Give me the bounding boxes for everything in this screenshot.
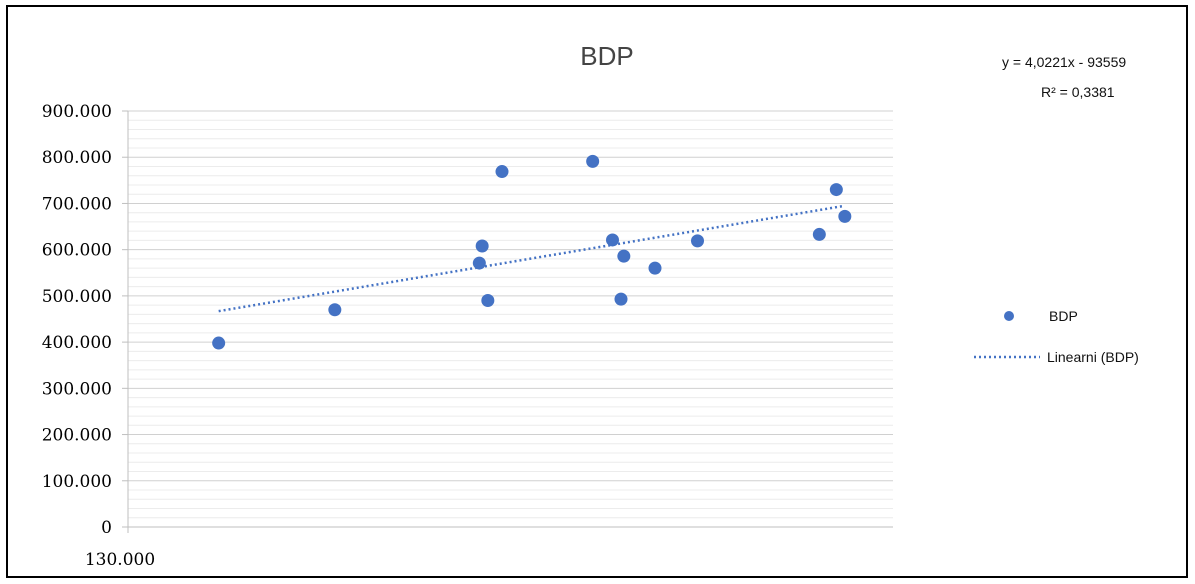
y-tick-label: 500.000 xyxy=(42,287,112,307)
data-point xyxy=(475,239,489,253)
data-point xyxy=(614,292,628,306)
data-point xyxy=(606,233,619,247)
trendline-r-squared: R² = 0,3381 xyxy=(1041,84,1115,100)
y-tick-label: 900.000 xyxy=(42,102,112,122)
x-axis-ticks: 130.000 xyxy=(85,550,155,570)
y-tick-label: 100.000 xyxy=(42,472,112,492)
y-tick-label: 600.000 xyxy=(42,241,112,261)
data-point xyxy=(617,249,631,263)
y-tick-label: 300.000 xyxy=(42,379,112,399)
data-points xyxy=(212,154,852,350)
x-tick-label: 130.000 xyxy=(85,550,155,570)
legend-label-bdp: BDP xyxy=(1049,308,1078,324)
y-axis-ticks: 0 100.000 200.000 300.000 400.000 500.000 600.… xyxy=(42,102,128,538)
data-point xyxy=(212,336,226,350)
gridlines xyxy=(128,110,893,528)
data-point xyxy=(586,154,600,168)
chart-title: BDP xyxy=(580,41,633,71)
chart-frame: 0 100.000 200.000 300.000 400.000 500.000 600.… xyxy=(6,5,1188,578)
data-point xyxy=(495,165,509,179)
y-tick-label: 200.000 xyxy=(42,426,112,446)
scatter-chart: 0 100.000 200.000 300.000 400.000 500.000 600.… xyxy=(42,41,1139,570)
data-point xyxy=(812,227,826,241)
legend-label-trendline: Linearni (BDP) xyxy=(1047,349,1139,365)
trendline-group xyxy=(218,204,846,313)
legend-marker-bdp xyxy=(1004,311,1014,321)
y-tick-label: 0 xyxy=(101,518,112,538)
y-tick-label: 800.000 xyxy=(42,148,112,168)
data-point xyxy=(472,256,486,270)
data-point xyxy=(691,234,704,248)
data-point xyxy=(838,209,852,223)
trendline xyxy=(218,204,846,313)
data-point xyxy=(648,261,662,275)
legend: BDP Linearni (BDP) xyxy=(974,308,1139,365)
y-tick-label: 700.000 xyxy=(42,194,112,214)
trendline-equation: y = 4,0221x - 93559 xyxy=(1002,54,1126,70)
data-point xyxy=(481,294,495,308)
y-tick-label: 400.000 xyxy=(42,333,112,353)
data-point xyxy=(829,183,843,197)
data-point xyxy=(328,303,342,317)
